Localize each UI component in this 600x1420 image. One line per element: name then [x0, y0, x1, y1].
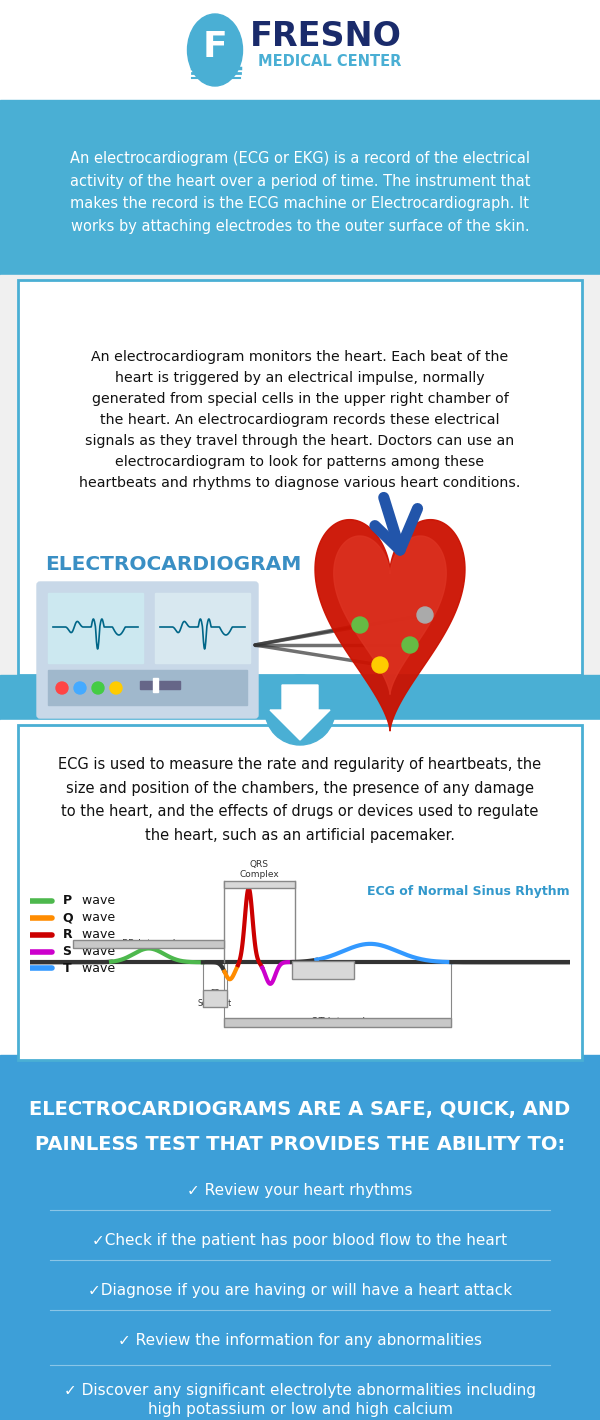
Text: wave: wave [77, 961, 115, 976]
Circle shape [402, 638, 418, 653]
Text: wave: wave [77, 895, 115, 907]
Text: QRS
Complex: QRS Complex [239, 861, 280, 879]
Text: wave: wave [77, 929, 115, 941]
Circle shape [417, 606, 433, 623]
Bar [153, 677, 158, 692]
FancyBboxPatch shape [224, 1018, 451, 1027]
Text: ELECTROCARDIOGRAMS ARE A SAFE, QUICK, AND: ELECTROCARDIOGRAMS ARE A SAFE, QUICK, AN… [29, 1100, 571, 1119]
Text: P: P [62, 895, 71, 907]
Circle shape [265, 674, 335, 746]
Text: ✓ Review your heart rhythms: ✓ Review your heart rhythms [187, 1183, 413, 1197]
Polygon shape [270, 684, 330, 740]
Text: An electrocardiogram monitors the heart. Each beat of the
heart is triggered by : An electrocardiogram monitors the heart.… [79, 349, 521, 490]
Bar [0, 275, 600, 694]
Bar [0, 720, 600, 1071]
Circle shape [352, 618, 368, 633]
Text: ECG of Normal Sinus Rhythm: ECG of Normal Sinus Rhythm [367, 886, 570, 899]
Bar [140, 682, 180, 689]
Bar [48, 670, 247, 704]
FancyBboxPatch shape [18, 726, 582, 1059]
FancyBboxPatch shape [292, 961, 354, 980]
FancyBboxPatch shape [73, 940, 224, 947]
Bar [0, 674, 600, 746]
Text: PAINLESS TEST THAT PROVIDES THE ABILITY TO:: PAINLESS TEST THAT PROVIDES THE ABILITY … [35, 1136, 565, 1154]
FancyBboxPatch shape [224, 880, 295, 889]
Text: S: S [62, 946, 71, 958]
Text: ECG is used to measure the rate and regularity of heartbeats, the
size and posit: ECG is used to measure the rate and regu… [58, 757, 542, 842]
Text: R: R [62, 929, 72, 941]
Bar [0, 99, 600, 275]
Text: ELECTROCARDIOGRAM: ELECTROCARDIOGRAM [45, 555, 301, 575]
Text: wave: wave [77, 946, 115, 958]
Polygon shape [315, 520, 465, 731]
Text: T: T [62, 961, 71, 976]
Circle shape [110, 682, 122, 694]
Text: ✓ Review the information for any abnormalities: ✓ Review the information for any abnorma… [118, 1332, 482, 1348]
FancyBboxPatch shape [37, 582, 258, 719]
Polygon shape [334, 535, 446, 694]
Circle shape [92, 682, 104, 694]
Circle shape [372, 657, 388, 673]
Circle shape [56, 682, 68, 694]
Text: ✓Diagnose if you are having or will have a heart attack: ✓Diagnose if you are having or will have… [88, 1282, 512, 1298]
Text: Q: Q [62, 912, 73, 924]
Bar [0, 1055, 600, 1420]
Text: PR
Segment: PR Segment [198, 988, 232, 1008]
Bar [0, 1059, 600, 1081]
Bar [155, 594, 250, 663]
Text: wave: wave [77, 912, 115, 924]
Bar [48, 594, 143, 663]
Text: MEDICAL CENTER: MEDICAL CENTER [258, 54, 401, 68]
Text: An electrocardiogram (ECG or EKG) is a record of the electrical
activity of the : An electrocardiogram (ECG or EKG) is a r… [70, 151, 530, 234]
FancyBboxPatch shape [18, 280, 582, 674]
Text: ✓ Discover any significant electrolyte abnormalities including
high potassium or: ✓ Discover any significant electrolyte a… [64, 1383, 536, 1417]
Circle shape [74, 682, 86, 694]
Text: ✓Check if the patient has poor blood flow to the heart: ✓Check if the patient has poor blood flo… [92, 1233, 508, 1248]
Text: PR Interval: PR Interval [122, 939, 176, 949]
Text: F: F [203, 30, 227, 64]
Text: QT Interval: QT Interval [311, 1017, 365, 1027]
Bar [0, 0, 600, 99]
Text: FRESNO: FRESNO [250, 20, 402, 54]
FancyBboxPatch shape [203, 990, 227, 1007]
Text: ST
Segment: ST Segment [302, 960, 343, 980]
Ellipse shape [187, 14, 242, 87]
